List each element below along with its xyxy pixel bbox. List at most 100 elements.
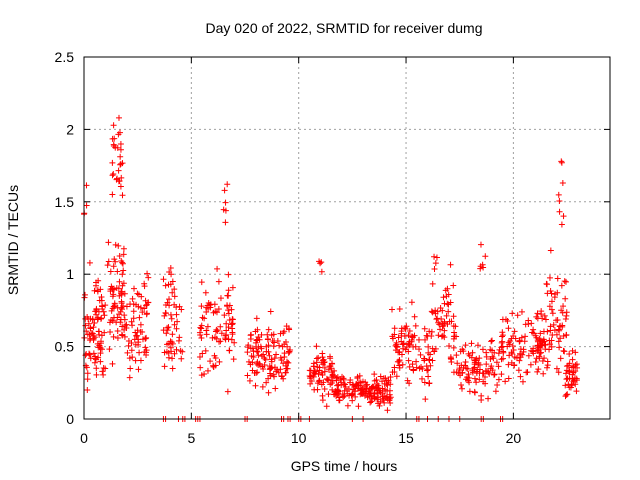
data-point xyxy=(274,366,281,373)
data-point xyxy=(212,328,219,335)
data-point xyxy=(431,348,438,355)
data-point xyxy=(94,288,101,295)
x-tick-label: 0 xyxy=(80,430,88,446)
data-point xyxy=(402,324,409,331)
data-point xyxy=(116,129,123,136)
data-point xyxy=(498,371,505,378)
data-point xyxy=(552,291,559,298)
data-point xyxy=(536,353,543,360)
data-point xyxy=(562,295,569,302)
data-point xyxy=(169,278,176,285)
data-point xyxy=(379,395,386,402)
data-point xyxy=(267,308,274,315)
data-point xyxy=(99,305,106,312)
data-point xyxy=(556,327,563,334)
data-point xyxy=(169,365,176,372)
data-point xyxy=(562,315,569,322)
data-point xyxy=(119,282,126,289)
data-point xyxy=(173,325,180,332)
data-point xyxy=(166,296,173,303)
data-point xyxy=(283,365,290,372)
data-point xyxy=(225,271,232,278)
data-point xyxy=(371,377,378,384)
data-point xyxy=(402,325,409,332)
data-point xyxy=(318,381,325,388)
data-point xyxy=(97,315,104,322)
data-point xyxy=(311,368,318,375)
data-point xyxy=(384,388,391,395)
data-point xyxy=(117,153,124,160)
data-point xyxy=(518,334,525,341)
data-point xyxy=(452,323,459,330)
data-point xyxy=(462,342,469,349)
data-point xyxy=(87,355,94,362)
data-point xyxy=(98,332,105,339)
data-point xyxy=(429,280,436,287)
data-point xyxy=(490,355,497,362)
data-point xyxy=(477,241,484,248)
data-point xyxy=(268,358,275,365)
data-point xyxy=(119,192,126,199)
data-point xyxy=(349,391,356,398)
data-point xyxy=(495,363,502,370)
data-point xyxy=(476,355,483,362)
data-point xyxy=(489,367,496,374)
data-point xyxy=(107,286,114,293)
data-point xyxy=(396,305,403,312)
data-point xyxy=(549,310,556,317)
data-point xyxy=(213,335,220,342)
data-point xyxy=(329,386,336,393)
data-point xyxy=(310,372,317,379)
data-point xyxy=(454,360,461,367)
data-point xyxy=(353,381,360,388)
data-point xyxy=(398,351,405,358)
x-tick-label: 20 xyxy=(506,430,522,446)
data-point xyxy=(255,344,262,351)
data-point xyxy=(128,347,135,354)
data-point xyxy=(104,262,111,269)
data-point xyxy=(216,338,223,345)
data-point xyxy=(517,373,524,380)
data-point xyxy=(431,253,438,260)
data-point xyxy=(224,303,231,310)
data-point xyxy=(84,386,91,393)
data-point xyxy=(245,358,252,365)
data-point xyxy=(215,306,222,313)
data-point xyxy=(563,278,570,285)
data-point xyxy=(272,385,279,392)
data-point xyxy=(347,377,354,384)
data-point xyxy=(393,343,400,350)
data-point xyxy=(161,363,168,370)
data-point xyxy=(422,336,429,343)
data-point xyxy=(542,316,549,323)
data-point xyxy=(474,342,481,349)
data-point xyxy=(276,342,283,349)
data-point xyxy=(252,382,259,389)
data-point xyxy=(477,265,484,272)
data-point xyxy=(521,338,528,345)
data-point xyxy=(280,375,287,382)
data-point xyxy=(118,174,125,181)
data-point xyxy=(225,324,232,331)
data-point xyxy=(110,286,117,293)
data-point xyxy=(286,348,293,355)
data-point xyxy=(384,407,391,414)
data-point xyxy=(274,337,281,344)
data-point xyxy=(229,284,236,291)
data-point xyxy=(498,356,505,363)
data-point xyxy=(459,369,466,376)
data-point xyxy=(271,339,278,346)
data-point xyxy=(480,378,487,385)
data-point xyxy=(107,328,114,335)
data-point xyxy=(465,371,472,378)
data-point xyxy=(102,365,109,372)
data-point xyxy=(101,312,108,319)
data-point xyxy=(117,140,124,147)
data-point xyxy=(135,303,142,310)
data-point xyxy=(129,295,136,302)
data-point xyxy=(509,310,516,317)
data-point xyxy=(332,388,339,395)
data-point xyxy=(416,365,423,372)
data-point xyxy=(282,362,289,369)
data-point xyxy=(273,351,280,358)
